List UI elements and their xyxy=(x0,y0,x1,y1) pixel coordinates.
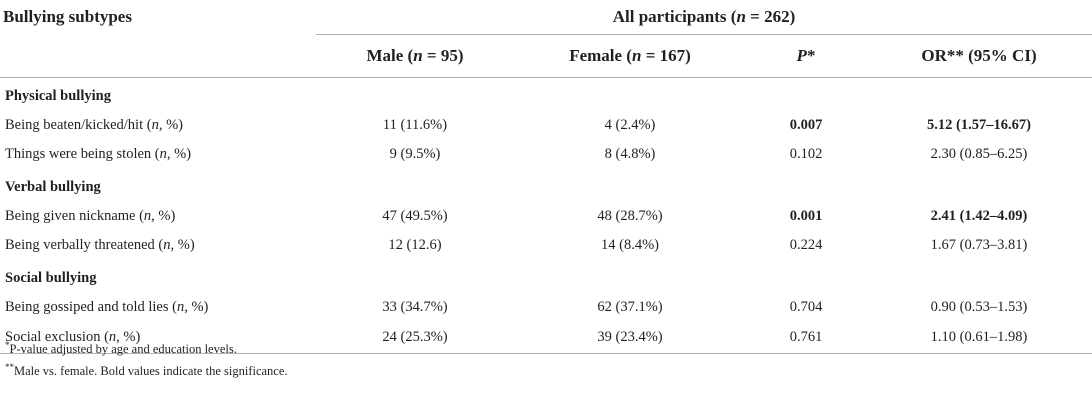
p-value: 0.761 xyxy=(746,322,866,354)
table-row: Social exclusion (n, %) 24 (25.3%) 39 (2… xyxy=(0,322,1092,354)
odds-ratio-header: OR** (95% CI) xyxy=(866,34,1092,78)
female-value: 62 (37.1%) xyxy=(597,299,663,315)
row-label: Being given nickname (n, %) xyxy=(5,208,176,224)
footnote-odds-ratio: **Male vs. female. Bold values indicate … xyxy=(5,361,288,379)
p-value: 0.224 xyxy=(789,237,823,253)
odds-ratio-value: 0.90 (0.53–1.53) xyxy=(930,299,1028,315)
male-value: 12 (12.6) xyxy=(388,237,442,253)
footnote-text: P-value adjusted by age and education le… xyxy=(9,342,237,356)
footnote-marker: ** xyxy=(5,361,14,372)
female-value: 48 (28.7%) xyxy=(597,208,663,224)
odds-ratio-value: 2.41 (1.42–4.09) xyxy=(930,208,1028,224)
male-value: 9 (9.5%) xyxy=(389,146,441,162)
section-physical-bullying: Physical bullying xyxy=(0,78,1092,112)
female-value: 8 (4.8%) xyxy=(604,146,656,162)
header-blank xyxy=(0,34,316,78)
row-label: Being verbally threatened (n, %) xyxy=(5,237,195,253)
female-value: 4 (2.4%) xyxy=(604,117,656,133)
bullying-subtypes-table: Bullying subtypes All participants (n = … xyxy=(0,0,1092,354)
footnote-p-value: *P-value adjusted by age and education l… xyxy=(5,339,237,357)
row-label: Being beaten/kicked/hit (n, %) xyxy=(5,117,183,133)
p-value-header: P* xyxy=(746,34,866,78)
footnote-marker: * xyxy=(5,339,10,350)
header-row-columns: Male (n = 95) Female (n = 167) P* OR** (… xyxy=(0,34,1092,78)
odds-ratio-value: 1.10 (0.61–1.98) xyxy=(866,322,1092,354)
p-value: 0.704 xyxy=(789,299,823,315)
section-title: Social bullying xyxy=(5,270,97,286)
female-header: Female (n = 167) xyxy=(514,34,746,78)
header-row-group: Bullying subtypes All participants (n = … xyxy=(0,0,1092,35)
female-value: 14 (8.4%) xyxy=(601,237,659,253)
row-label: Things were being stolen (n, %) xyxy=(5,146,192,162)
subtypes-header: Bullying subtypes xyxy=(3,7,132,27)
p-value: 0.102 xyxy=(789,146,823,162)
section-title: Physical bullying xyxy=(5,88,111,104)
section-verbal-bullying: Verbal bullying xyxy=(0,169,1092,202)
table-row: Being beaten/kicked/hit (n, %) 11 (11.6%… xyxy=(0,111,1092,140)
p-value: 0.001 xyxy=(789,208,823,224)
all-participants-header: All participants (n = 262) xyxy=(316,0,1092,35)
row-label: Social exclusion (n, %) xyxy=(0,322,316,354)
odds-ratio-value: 1.67 (0.73–3.81) xyxy=(930,237,1028,253)
bullying-table-container: Bullying subtypes All participants (n = … xyxy=(0,0,1092,354)
row-label: Being gossiped and told lies (n, %) xyxy=(5,299,209,315)
odds-ratio-value: 2.30 (0.85–6.25) xyxy=(930,146,1028,162)
table-row: Being verbally threatened (n, %) 12 (12.… xyxy=(0,231,1092,260)
male-value: 24 (25.3%) xyxy=(316,322,514,354)
section-title: Verbal bullying xyxy=(5,179,101,195)
table-row: Being gossiped and told lies (n, %) 33 (… xyxy=(0,293,1092,322)
table-row: Being given nickname (n, %) 47 (49.5%) 4… xyxy=(0,202,1092,231)
section-social-bullying: Social bullying xyxy=(0,260,1092,293)
footnote-text: Male vs. female. Bold values indicate th… xyxy=(14,364,288,378)
odds-ratio-value: 5.12 (1.57–16.67) xyxy=(927,117,1031,133)
male-header: Male (n = 95) xyxy=(316,34,514,78)
male-value: 33 (34.7%) xyxy=(382,299,448,315)
female-value: 39 (23.4%) xyxy=(514,322,746,354)
male-value: 11 (11.6%) xyxy=(382,117,448,133)
male-value: 47 (49.5%) xyxy=(382,208,448,224)
table-row: Things were being stolen (n, %) 9 (9.5%)… xyxy=(0,140,1092,169)
p-value: 0.007 xyxy=(789,117,823,133)
